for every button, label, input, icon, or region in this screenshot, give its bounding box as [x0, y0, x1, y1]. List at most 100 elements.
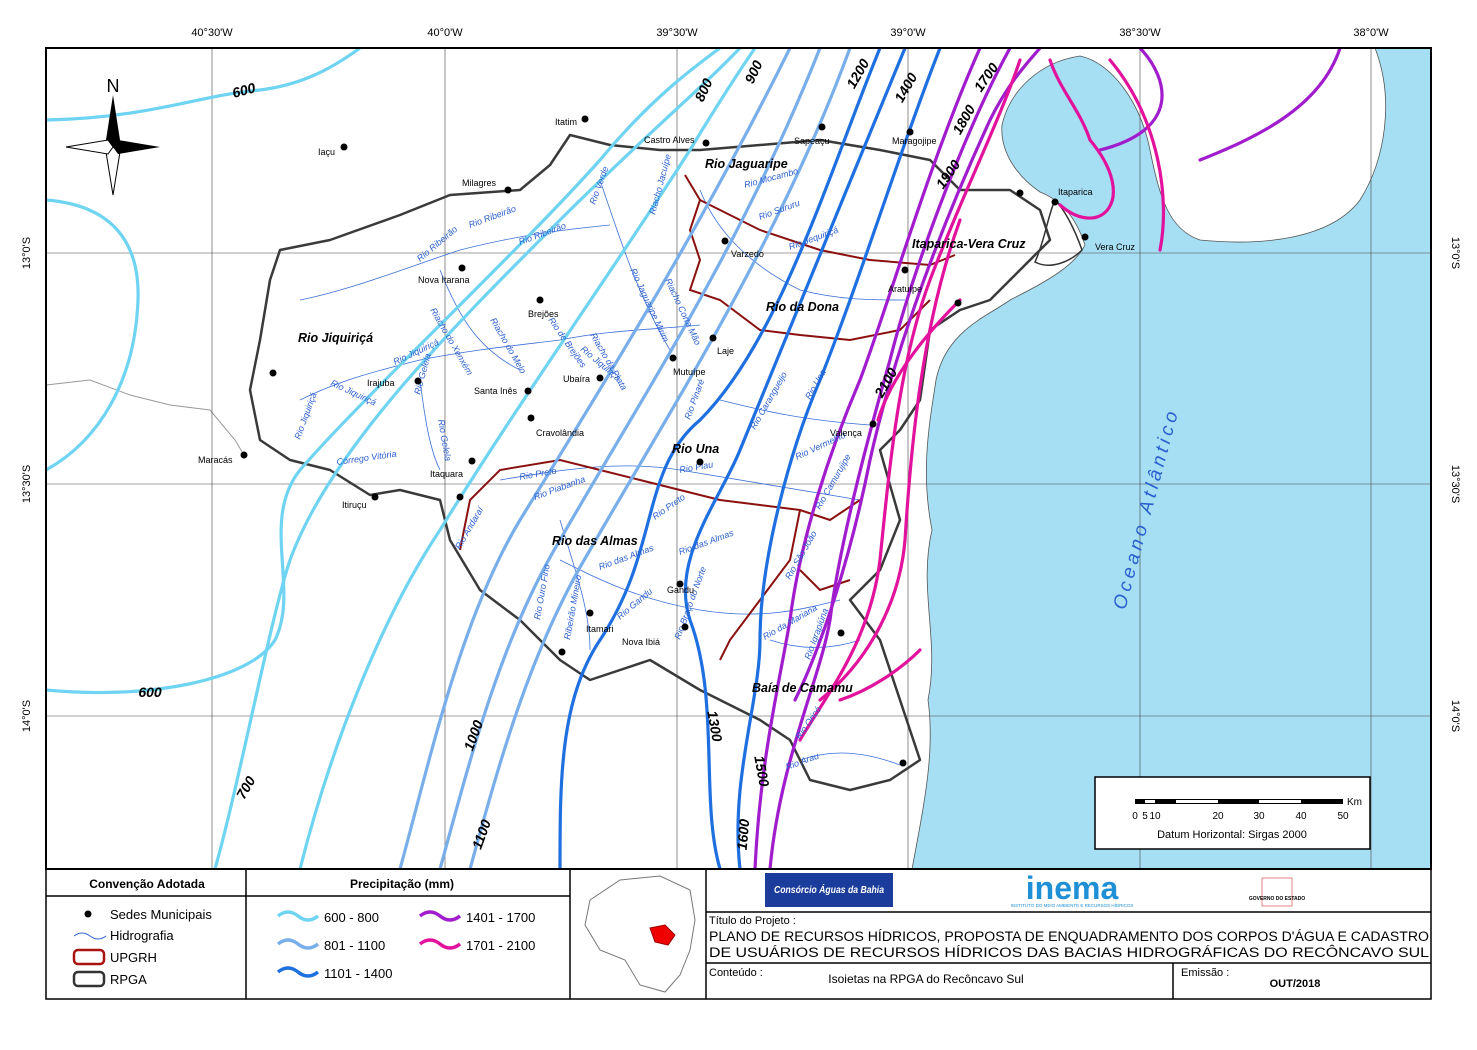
town-label: Ubaíra: [563, 374, 590, 384]
town-dot: [504, 186, 512, 194]
field-label: Título do Projeto :: [709, 915, 796, 927]
graticule-label: 14°0'S: [1449, 700, 1461, 732]
town-label: Varzedo: [731, 249, 764, 259]
island: [1034, 198, 1083, 266]
region-label: Rio Jaguaripe: [705, 157, 788, 171]
town-dot: [240, 451, 248, 459]
graticule-label: 13°0'S: [21, 237, 33, 269]
scale-segment: [1145, 800, 1155, 803]
town-label: Cravolândia: [536, 428, 584, 438]
scale-tick: 10: [1149, 811, 1161, 822]
graticule-label: 13°30'S: [1449, 465, 1461, 503]
scale-unit: Km: [1347, 797, 1362, 808]
town-label: Maracás: [198, 455, 233, 465]
town-dot: [721, 237, 729, 245]
scale-frame: [1094, 776, 1371, 850]
town-dot: [468, 457, 476, 465]
scale-segment: [1176, 800, 1218, 803]
isoline: [876, 298, 962, 422]
town-label: Maragojipe: [892, 136, 937, 146]
river-line: [299, 224, 611, 301]
legend-frame: [45, 868, 1432, 1000]
inset-highlight: [649, 924, 676, 946]
town-dot: [1051, 198, 1059, 206]
logo-text: Consórcio Águas da Bahia: [774, 883, 884, 896]
legend-item: 1401 - 1700: [466, 910, 535, 925]
town-dot: [524, 387, 532, 395]
hydrography: [299, 179, 906, 766]
isoline: [298, 48, 757, 869]
scale-tick: 20: [1212, 811, 1224, 822]
river-line: [599, 179, 671, 351]
region-label: Rio Una: [672, 442, 719, 456]
region-label: Rio Jiquiriçá: [298, 331, 373, 345]
logo-subtext: INSTITUTO DO MEIO AMBIENTE E RECURSOS HÍ…: [1011, 902, 1134, 908]
river-line: [439, 269, 521, 371]
town-label: Brejões: [528, 309, 559, 319]
logo-text: inema: [1026, 870, 1119, 906]
legend-item: 1701 - 2100: [466, 938, 535, 953]
town-label: Santa Inês: [474, 386, 518, 396]
town-dot: [676, 580, 684, 588]
scale-tick: 40: [1295, 811, 1307, 822]
legend-item: Sedes Municipais: [110, 907, 212, 922]
town-dot: [1081, 233, 1089, 241]
scale-box: [1094, 776, 1371, 850]
town-dot: [954, 299, 962, 307]
graticule-label: 39°30'W: [656, 27, 698, 39]
isoline: [1098, 48, 1164, 152]
town-dot: [596, 374, 604, 382]
isoline: [838, 648, 922, 702]
graticule-label: 13°0'S: [1449, 237, 1461, 269]
upgrh-boundaries: [459, 174, 956, 661]
logos: [765, 873, 1293, 907]
content-text: Isoietas na RPGA do Recôncavo Sul: [828, 972, 1023, 986]
graticule: [46, 48, 1431, 869]
inset-map: [584, 875, 696, 993]
isoline: [793, 48, 1042, 702]
town-label: Vera Cruz: [1095, 242, 1136, 252]
legend-item: 1101 - 1400: [324, 966, 392, 981]
town-label: Valença: [830, 428, 862, 438]
town-label: Irajuba: [367, 378, 395, 388]
isoline: [468, 48, 852, 869]
legend-item: RPGA: [110, 972, 147, 987]
project-title: PLANO DE RECURSOS HÍDRICOS, PROPOSTA DE …: [709, 929, 1429, 944]
isoline: [1108, 58, 1166, 252]
graticule-label: 38°30'W: [1119, 27, 1161, 39]
scale-tick: 30: [1253, 811, 1265, 822]
legend-item: Hidrografia: [110, 928, 174, 943]
town-label: Itaquara: [430, 469, 463, 479]
legend-panel: [45, 868, 1432, 1000]
town-dot: [681, 623, 689, 631]
isoline: [46, 48, 362, 122]
town-dot: [269, 369, 277, 377]
legend: Convenção Adotada Sedes Municipais Hidrogr…: [72, 877, 535, 988]
isoline: [683, 48, 907, 869]
river-line: [419, 379, 441, 471]
town-dot: [456, 493, 464, 501]
river-line: [799, 752, 901, 766]
region-label: Rio das Almas: [552, 534, 638, 548]
town-dot: [458, 264, 466, 272]
town-label: Itaparica: [1058, 187, 1093, 197]
region-label: Rio da Dona: [766, 300, 839, 314]
legend-item: 801 - 1100: [324, 938, 385, 953]
town-dot: [709, 334, 717, 342]
legend-title: Convenção Adotada: [89, 877, 205, 891]
town-dot: [669, 354, 677, 362]
field-label: Conteúdo :: [709, 967, 763, 979]
legend-item: 600 - 800: [324, 910, 379, 925]
town-dot: [414, 377, 422, 385]
town-label: Itatim: [555, 117, 577, 127]
isoline: [398, 48, 792, 869]
town-label: Mutuípe: [673, 367, 706, 377]
town-dot: [527, 414, 535, 422]
isoline-label: 600: [230, 79, 257, 101]
town-dot: [558, 648, 566, 656]
legend-symbol: [73, 932, 107, 940]
region-label: Itaparica-Vera Cruz: [912, 237, 1026, 251]
town-label: Milagres: [462, 178, 497, 188]
compass-needle: [113, 140, 160, 154]
